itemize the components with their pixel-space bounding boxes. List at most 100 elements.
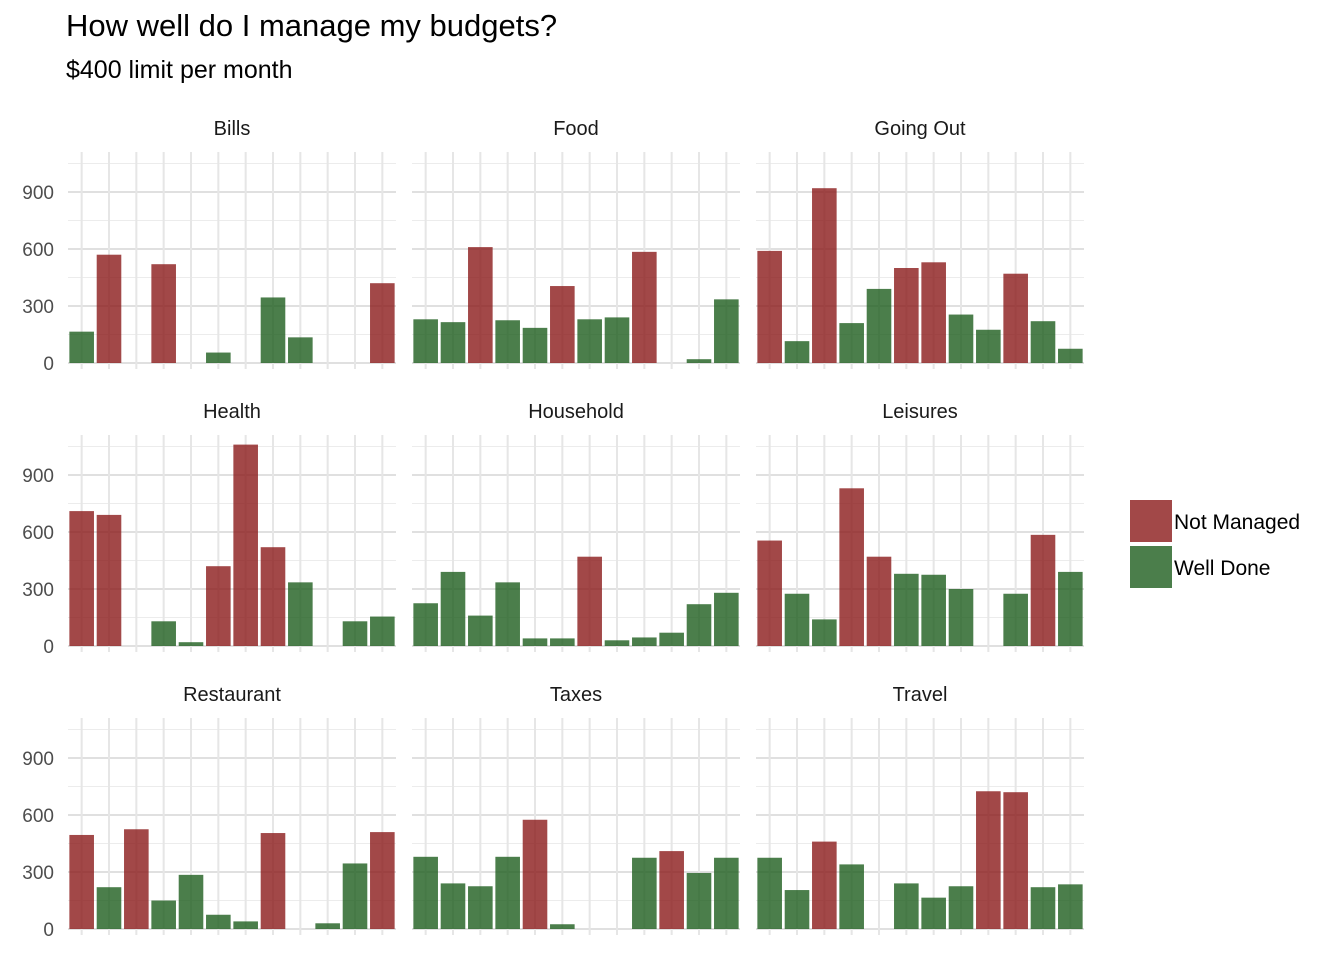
bar-well-done (288, 337, 313, 363)
facet-travel: Travel (756, 684, 1084, 935)
bar-well-done (632, 637, 657, 646)
bar-well-done (151, 621, 176, 646)
bar-not-managed (124, 829, 149, 929)
bar-well-done (714, 857, 739, 929)
bar-not-managed (69, 511, 94, 646)
y-tick-label: 600 (22, 523, 54, 544)
legend-key-not-managed (1130, 500, 1172, 542)
bar-well-done (1030, 887, 1056, 929)
bar-well-done (894, 573, 919, 646)
facet-label: Restaurant (183, 684, 281, 706)
bar-well-done (440, 322, 466, 363)
bar-not-managed (577, 556, 602, 646)
bar-well-done (413, 603, 438, 646)
bar-well-done (468, 886, 493, 929)
bar-well-done (522, 327, 548, 363)
facet-label: Bills (214, 118, 251, 140)
bar-well-done (315, 923, 340, 929)
legend-label: Well Done (1174, 557, 1271, 580)
bar-not-managed (151, 264, 176, 363)
bar-well-done (976, 329, 1001, 363)
bar-well-done (495, 320, 520, 363)
bar-well-done (342, 863, 368, 929)
facet-label: Health (203, 401, 261, 423)
facet-taxes: Taxes (412, 684, 740, 935)
bar-well-done (948, 589, 974, 646)
bar-well-done (604, 640, 630, 646)
bar-well-done (686, 604, 712, 646)
facet-leisures: Leisures (756, 401, 1084, 652)
y-tick-label: 900 (22, 749, 54, 770)
bar-not-managed (1003, 273, 1028, 363)
facet-label: Food (553, 118, 599, 140)
bar-well-done (69, 331, 94, 363)
bar-well-done (686, 359, 712, 363)
bar-well-done (96, 887, 122, 929)
bar-well-done (659, 632, 684, 646)
facet-household: Household (412, 401, 740, 652)
chart-subtitle: $400 limit per month (66, 56, 293, 84)
facet-going-out: Going Out (756, 118, 1084, 369)
bar-not-managed (757, 250, 782, 363)
bar-not-managed (468, 247, 493, 363)
bar-not-managed (812, 188, 837, 363)
bar-not-managed (370, 832, 395, 929)
bar-well-done (233, 921, 258, 929)
y-tick-label: 900 (22, 183, 54, 204)
bar-well-done (342, 621, 368, 646)
bar-not-managed (522, 819, 548, 929)
bar-well-done (604, 317, 630, 363)
facet-label: Travel (893, 684, 948, 706)
y-tick-label: 0 (43, 920, 54, 941)
bar-well-done (413, 319, 438, 363)
facet-health: Health 0 300 600 900 (22, 401, 396, 658)
bar-well-done (550, 638, 575, 646)
bar-not-managed (921, 262, 946, 363)
facet-label: Going Out (874, 118, 966, 140)
bar-well-done (839, 864, 864, 929)
bar-not-managed (659, 851, 684, 929)
facet-bills: Bills 0 300 600 900 (22, 118, 396, 375)
bar-not-managed (69, 834, 94, 929)
bar-well-done (948, 314, 974, 363)
bar-not-managed (866, 556, 892, 646)
facet-restaurant: Restaurant 0 300 600 900 (22, 684, 396, 941)
bar-well-done (1058, 884, 1083, 929)
bar-well-done (1030, 321, 1056, 363)
bar-well-done (784, 593, 810, 646)
bar-well-done (151, 900, 176, 929)
y-tick-label: 300 (22, 297, 54, 318)
bar-not-managed (370, 283, 395, 363)
y-tick-label: 300 (22, 863, 54, 884)
bar-well-done (440, 883, 466, 929)
legend: Not Managed Well Done (1130, 500, 1300, 588)
bar-well-done (757, 857, 782, 929)
bar-not-managed (976, 791, 1001, 929)
bar-well-done (468, 615, 493, 646)
bar-not-managed (894, 268, 919, 363)
bar-well-done (495, 582, 520, 646)
bar-well-done (206, 352, 231, 363)
bar-well-done (577, 319, 602, 363)
bar-not-managed (233, 444, 258, 646)
y-tick-label: 0 (43, 637, 54, 658)
bar-well-done (948, 886, 974, 929)
bar-well-done (784, 341, 810, 363)
bar-well-done (632, 857, 657, 929)
y-tick-label: 600 (22, 806, 54, 827)
y-tick-label: 900 (22, 466, 54, 487)
bar-well-done (866, 288, 892, 363)
bar-well-done (812, 619, 837, 646)
bar-well-done (495, 856, 520, 929)
bar-not-managed (550, 286, 575, 363)
bar-well-done (260, 297, 286, 363)
facet-label: Taxes (550, 684, 602, 706)
bar-not-managed (1003, 792, 1028, 929)
bar-well-done (686, 872, 712, 929)
bar-not-managed (260, 833, 286, 929)
chart-title: How well do I manage my budgets? (66, 8, 558, 43)
bar-well-done (440, 571, 466, 646)
bar-well-done (413, 856, 438, 929)
legend-key-well-done (1130, 546, 1172, 588)
